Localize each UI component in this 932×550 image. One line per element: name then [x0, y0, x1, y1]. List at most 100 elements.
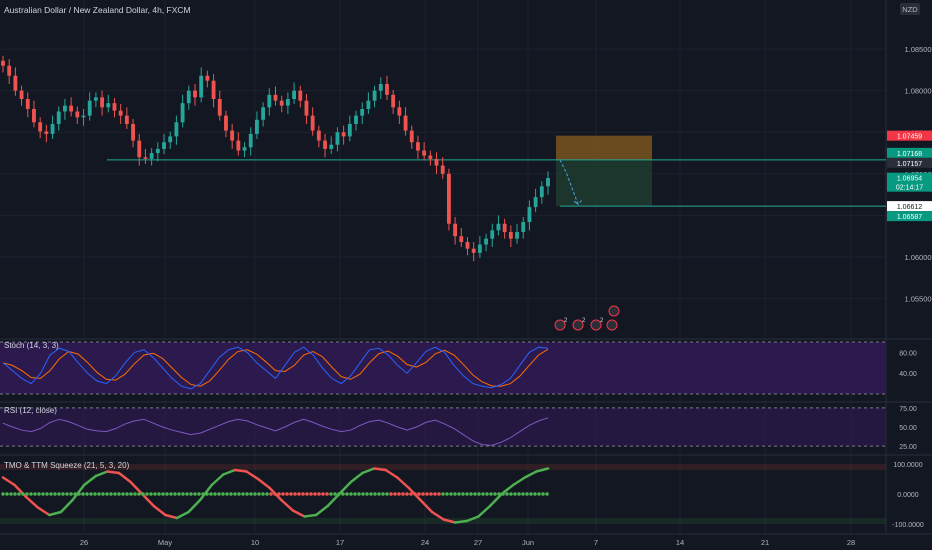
squeeze-dot	[105, 492, 109, 496]
projection-arrow[interactable]	[559, 159, 583, 206]
candle-body	[304, 100, 309, 116]
candle-body	[434, 158, 439, 166]
squeeze-dot	[477, 492, 481, 496]
squeeze-dot	[281, 492, 285, 496]
rsi-line	[2, 417, 549, 446]
time-axis[interactable]: 26 May 10 17 24 27 Jun 7 14 21 28	[80, 538, 855, 547]
squeeze-dot	[193, 492, 197, 496]
candle-body	[211, 80, 216, 99]
candle-body	[459, 236, 464, 243]
tmo-segment	[36, 506, 51, 517]
squeeze-dot	[145, 492, 149, 496]
tmo-segment	[256, 477, 271, 490]
squeeze-dot	[521, 492, 525, 496]
squeeze-dot	[41, 492, 45, 496]
short-position-tool[interactable]	[556, 135, 652, 207]
currency-badge-box[interactable]	[900, 3, 920, 15]
tmo-segment	[303, 513, 318, 518]
candle-body	[347, 123, 352, 137]
squeeze-dot	[33, 492, 37, 496]
tmo-segment	[175, 510, 190, 520]
candle-body	[372, 90, 377, 101]
candle-body	[19, 90, 24, 99]
stop-loss-zone[interactable]	[556, 135, 652, 160]
rsi-title[interactable]: RSI (12, close)	[4, 406, 57, 415]
event-badges[interactable]: 2 2 2	[554, 305, 620, 331]
tmo-segment	[314, 504, 329, 517]
candle-body	[323, 140, 327, 149]
squeeze-dot	[201, 492, 205, 496]
squeeze-dot	[117, 492, 121, 496]
candle-body	[242, 147, 247, 151]
squeeze-dot	[237, 492, 241, 496]
squeeze-dot	[461, 492, 465, 496]
tmo-segment	[511, 476, 527, 487]
event-icon	[608, 305, 620, 317]
candle-body	[502, 223, 507, 233]
tmo-segment	[372, 467, 387, 472]
squeeze-dot	[45, 492, 49, 496]
oscillator-tick-label: 50.00	[899, 425, 917, 432]
candle-body	[521, 222, 526, 233]
tmo-segment	[48, 510, 63, 517]
candle-body	[32, 108, 36, 123]
event-icon	[572, 319, 584, 331]
squeeze-dot	[421, 492, 425, 496]
oscillator-tick-label: 0.0000	[897, 492, 919, 499]
squeeze-dot	[317, 492, 321, 496]
candle-body	[335, 132, 340, 145]
take-profit-zone[interactable]	[556, 159, 652, 207]
squeeze-dot	[65, 492, 69, 496]
tmo-line	[1, 467, 550, 524]
squeeze-dot	[349, 492, 353, 496]
time-tick-label: 24	[421, 538, 429, 547]
candle-body	[81, 115, 86, 118]
squeeze-dot	[509, 492, 513, 496]
price-label-box	[887, 172, 932, 183]
time-tick-label: 21	[761, 538, 769, 547]
price-label: 1.07157	[897, 161, 922, 168]
tmo-title[interactable]: TMO & TTM Squeeze (21, 5, 3, 20)	[4, 461, 130, 470]
squeeze-dot	[513, 492, 517, 496]
candle-body	[484, 238, 488, 245]
squeeze-dot	[409, 492, 413, 496]
squeeze-dot	[21, 492, 25, 496]
candle-body	[118, 110, 123, 116]
time-tick-label: 14	[676, 538, 684, 547]
squeeze-dot	[357, 492, 361, 496]
squeeze-dot	[377, 492, 381, 496]
tmo-segment	[465, 515, 480, 523]
squeeze-dot	[225, 492, 229, 496]
price-label-box	[887, 201, 932, 212]
candle-body	[63, 105, 67, 112]
candle-body	[477, 244, 482, 253]
stoch-title[interactable]: Stoch (14, 3, 3)	[4, 341, 59, 350]
squeeze-dot	[405, 492, 409, 496]
squeeze-dot	[497, 492, 501, 496]
squeeze-dot	[537, 492, 541, 496]
squeeze-dot	[313, 492, 317, 496]
squeeze-dot	[73, 492, 77, 496]
squeeze-dot	[177, 492, 181, 496]
candle-body	[13, 75, 18, 91]
tmo-segment	[488, 492, 503, 508]
time-tick-label: 7	[594, 538, 598, 547]
candle-body	[112, 103, 117, 111]
candle-body	[292, 90, 296, 99]
price-label: 1.06587	[897, 214, 922, 221]
candle-body	[453, 223, 458, 237]
squeeze-dot	[381, 492, 385, 496]
tmo-segment	[361, 467, 376, 475]
candle-body	[1, 60, 5, 66]
tmo-segment	[94, 470, 109, 478]
squeeze-dot	[389, 492, 393, 496]
price-label: 02:14:17	[896, 185, 923, 192]
time-tick-label: 26	[80, 538, 88, 547]
tmo-segment	[419, 498, 434, 514]
rsi-band	[0, 407, 886, 447]
squeeze-dot	[445, 492, 449, 496]
squeeze-dot	[213, 492, 217, 496]
candle-body	[261, 107, 266, 120]
tmo-segment	[187, 498, 202, 514]
